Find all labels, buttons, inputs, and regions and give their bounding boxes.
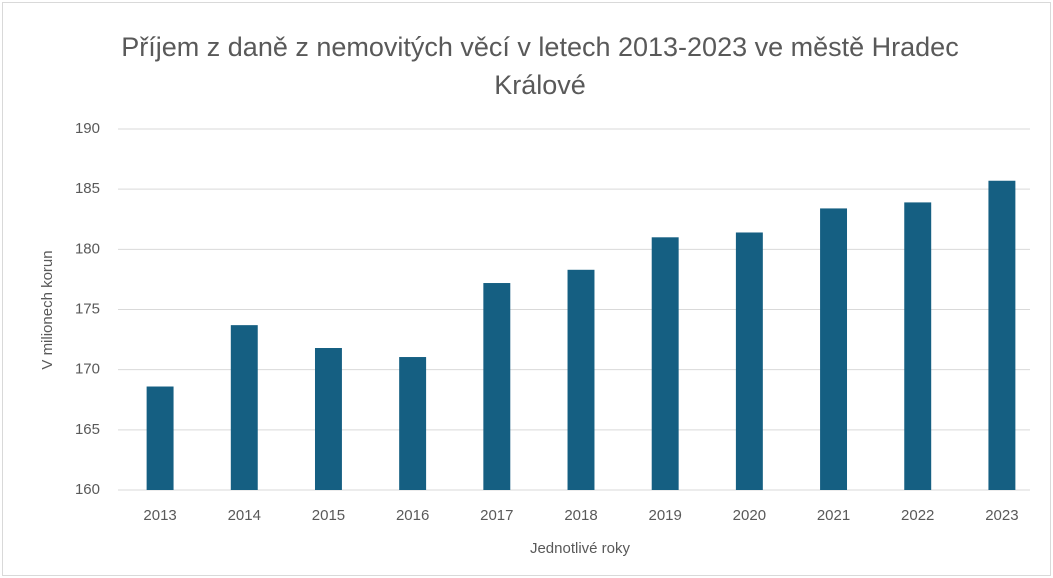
y-tick-label: 175 (75, 300, 100, 317)
x-tick-label: 2021 (817, 507, 850, 524)
y-tick-label: 190 (75, 120, 100, 137)
chart-title: Příjem z daně z nemovitých věcí v letech… (121, 32, 959, 100)
bar (988, 180, 1016, 490)
y-tick-label: 185 (75, 180, 100, 197)
bar (567, 269, 595, 490)
x-tick-label: 2022 (901, 507, 934, 524)
x-axis-label: Jednotlivé roky (530, 540, 631, 557)
x-tick-label: 2015 (312, 507, 345, 524)
x-tick-label: 2013 (143, 507, 176, 524)
bar (735, 232, 763, 490)
y-axis-label: V milionech korun (39, 250, 56, 369)
x-tick-label: 2019 (648, 507, 681, 524)
x-tick-label: 2014 (228, 507, 261, 524)
bar (651, 237, 679, 490)
x-tick-label: 2023 (985, 507, 1018, 524)
bar (399, 357, 427, 490)
bar (483, 283, 511, 490)
x-tick-label: 2020 (733, 507, 766, 524)
y-tick-label: 170 (75, 361, 100, 378)
y-tick-label: 160 (75, 481, 100, 498)
bar (146, 386, 174, 490)
bar (314, 348, 342, 490)
x-tick-label: 2016 (396, 507, 429, 524)
bar (820, 208, 848, 491)
bar (230, 325, 258, 490)
x-tick-label: 2017 (480, 507, 513, 524)
bar (904, 202, 932, 491)
y-tick-label: 180 (75, 240, 100, 257)
x-tick-label: 2018 (564, 507, 597, 524)
y-tick-label: 165 (75, 421, 100, 438)
